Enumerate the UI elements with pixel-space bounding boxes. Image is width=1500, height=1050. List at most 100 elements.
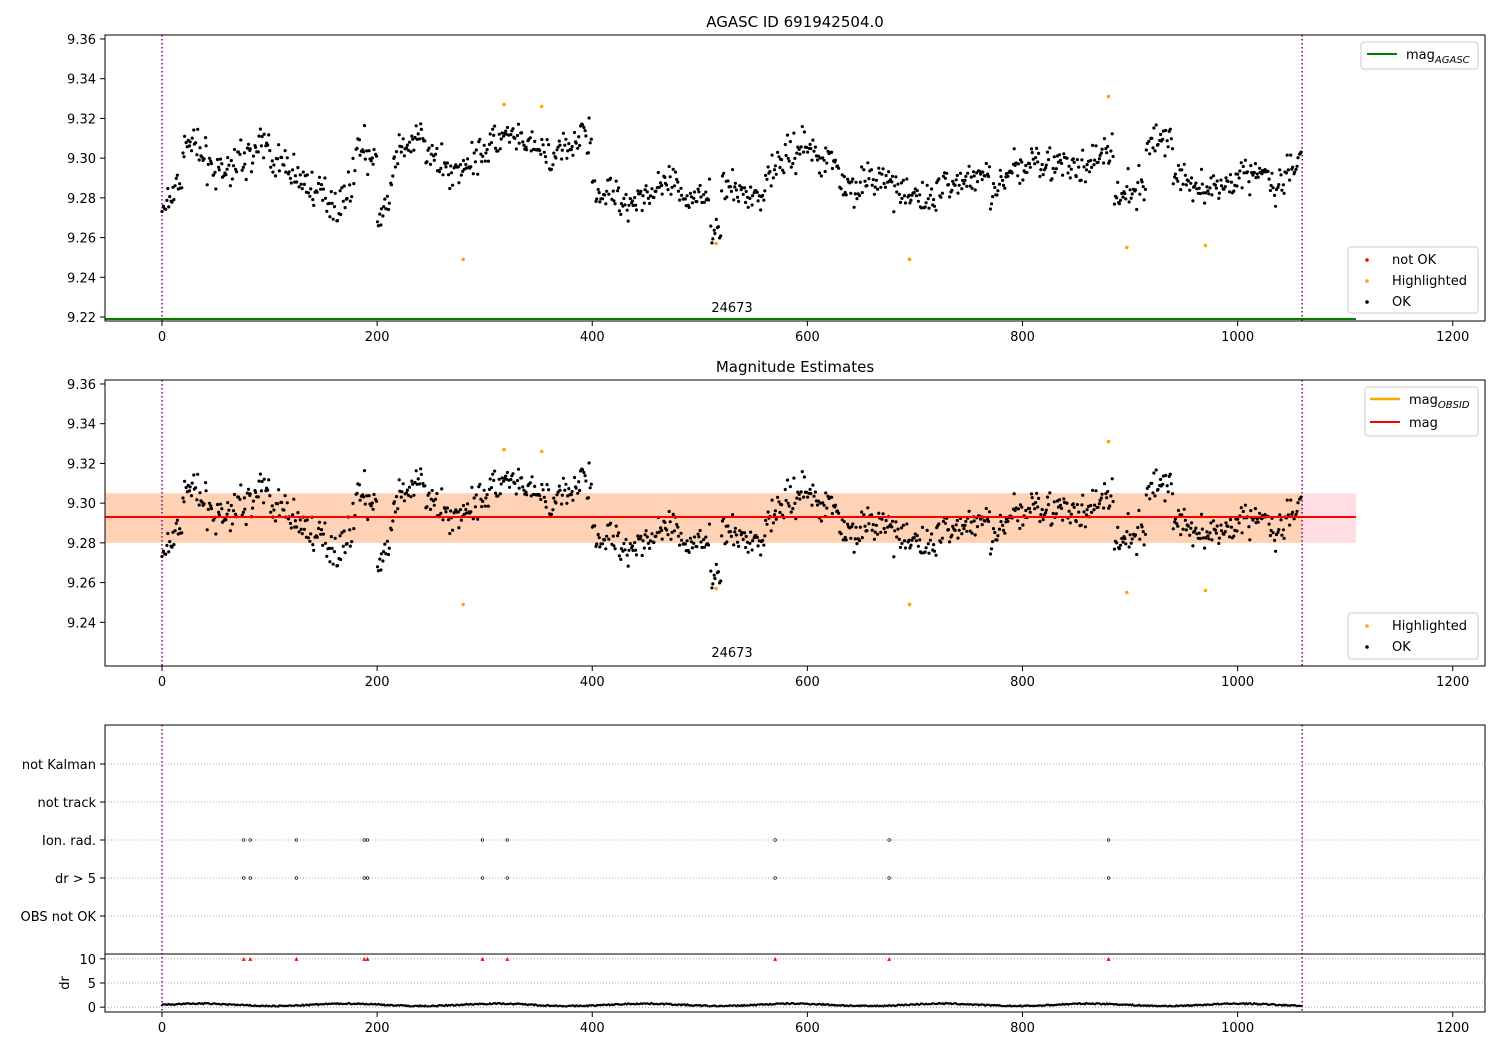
ok-point (370, 501, 374, 505)
ok-point (978, 169, 982, 173)
ok-point (825, 506, 829, 510)
x-tick-label: 600 (795, 1021, 820, 1036)
ok-point (335, 564, 340, 568)
ok-point (566, 149, 570, 153)
ok-point (872, 192, 877, 196)
ok-point (414, 469, 418, 473)
ok-point (1211, 519, 1216, 523)
ok-point (243, 162, 247, 166)
ok-point (1147, 484, 1151, 488)
ok-point (308, 194, 312, 198)
ok-point (165, 543, 169, 548)
ok-point (480, 505, 484, 509)
ok-point (342, 184, 346, 188)
ok-point (1045, 150, 1050, 154)
ok-point (1286, 168, 1290, 172)
ok-point (327, 546, 331, 551)
ok-point (1253, 162, 1257, 166)
ok-point (184, 486, 188, 490)
ok-point (863, 179, 867, 183)
ok-point (614, 179, 618, 183)
ok-point (1039, 168, 1043, 172)
ok-point (363, 502, 367, 506)
ok-point (425, 160, 429, 164)
ok-point (1188, 533, 1192, 537)
ok-point (469, 510, 473, 514)
ok-point (1054, 167, 1058, 171)
ok-point (940, 536, 945, 540)
ok-point (1004, 172, 1009, 176)
ok-point (899, 526, 904, 530)
ok-point (713, 576, 717, 581)
ok-point (811, 138, 815, 142)
ok-point (1204, 536, 1208, 540)
ok-point (500, 476, 504, 480)
panel2-points (160, 439, 1303, 607)
ok-point (1117, 547, 1121, 551)
ok-point (676, 534, 681, 538)
legend-mag-obsid-label: magOBSID (1409, 393, 1470, 411)
ok-point (675, 177, 679, 182)
ok-point (1219, 184, 1224, 188)
ok-point (405, 143, 409, 147)
ok-point (1041, 173, 1045, 177)
ok-point (897, 192, 901, 196)
ok-point (513, 136, 517, 140)
ok-point (583, 474, 587, 478)
ok-point (1150, 136, 1154, 140)
ok-point (1213, 528, 1217, 532)
ok-point (858, 180, 862, 184)
ok-point (666, 533, 670, 537)
ok-point (980, 178, 984, 182)
ok-point (204, 489, 208, 493)
ok-point (372, 147, 376, 152)
ok-point (806, 150, 810, 154)
ok-point (624, 192, 628, 197)
ok-point (251, 499, 256, 503)
ok-point (690, 201, 695, 205)
ok-point (461, 503, 466, 508)
ok-point (700, 545, 704, 550)
ok-point (1080, 158, 1084, 162)
ok-point (1252, 170, 1256, 175)
ok-point (182, 155, 186, 159)
ok-point (874, 523, 879, 527)
ok-point (741, 192, 745, 196)
ok-point (833, 503, 838, 507)
y-tick-label: 9.36 (67, 378, 96, 393)
ok-point (164, 207, 168, 211)
ok-point (614, 524, 618, 528)
ok-point (1024, 163, 1028, 168)
ok-point (1171, 527, 1175, 531)
ok-point (383, 542, 387, 546)
ok-point (386, 207, 391, 212)
ok-point (746, 550, 750, 554)
ok-point (1126, 167, 1130, 171)
ok-point (430, 143, 434, 148)
highlighted-point (502, 102, 506, 107)
ok-point (786, 156, 790, 160)
ok-point (1031, 157, 1035, 161)
ok-point (1108, 159, 1112, 163)
ok-point (1277, 183, 1281, 187)
ok-point (175, 173, 179, 177)
ok-point (660, 183, 664, 188)
ok-point (640, 208, 644, 213)
ok-point (685, 539, 689, 543)
ok-point (692, 196, 696, 200)
ok-point (973, 188, 977, 192)
ok-point (895, 190, 899, 194)
ok-point (1085, 508, 1089, 512)
ok-point (413, 135, 417, 140)
ok-point (351, 501, 355, 505)
ok-point (617, 186, 621, 190)
ok-point (415, 482, 419, 486)
ok-point (774, 517, 778, 521)
ok-point (258, 472, 262, 476)
flag-label: dr > 5 (55, 872, 96, 887)
ok-point (1219, 523, 1223, 527)
ok-point (1110, 132, 1114, 136)
ok-point (245, 146, 249, 150)
ok-point (551, 508, 555, 512)
ok-point (1067, 509, 1071, 513)
